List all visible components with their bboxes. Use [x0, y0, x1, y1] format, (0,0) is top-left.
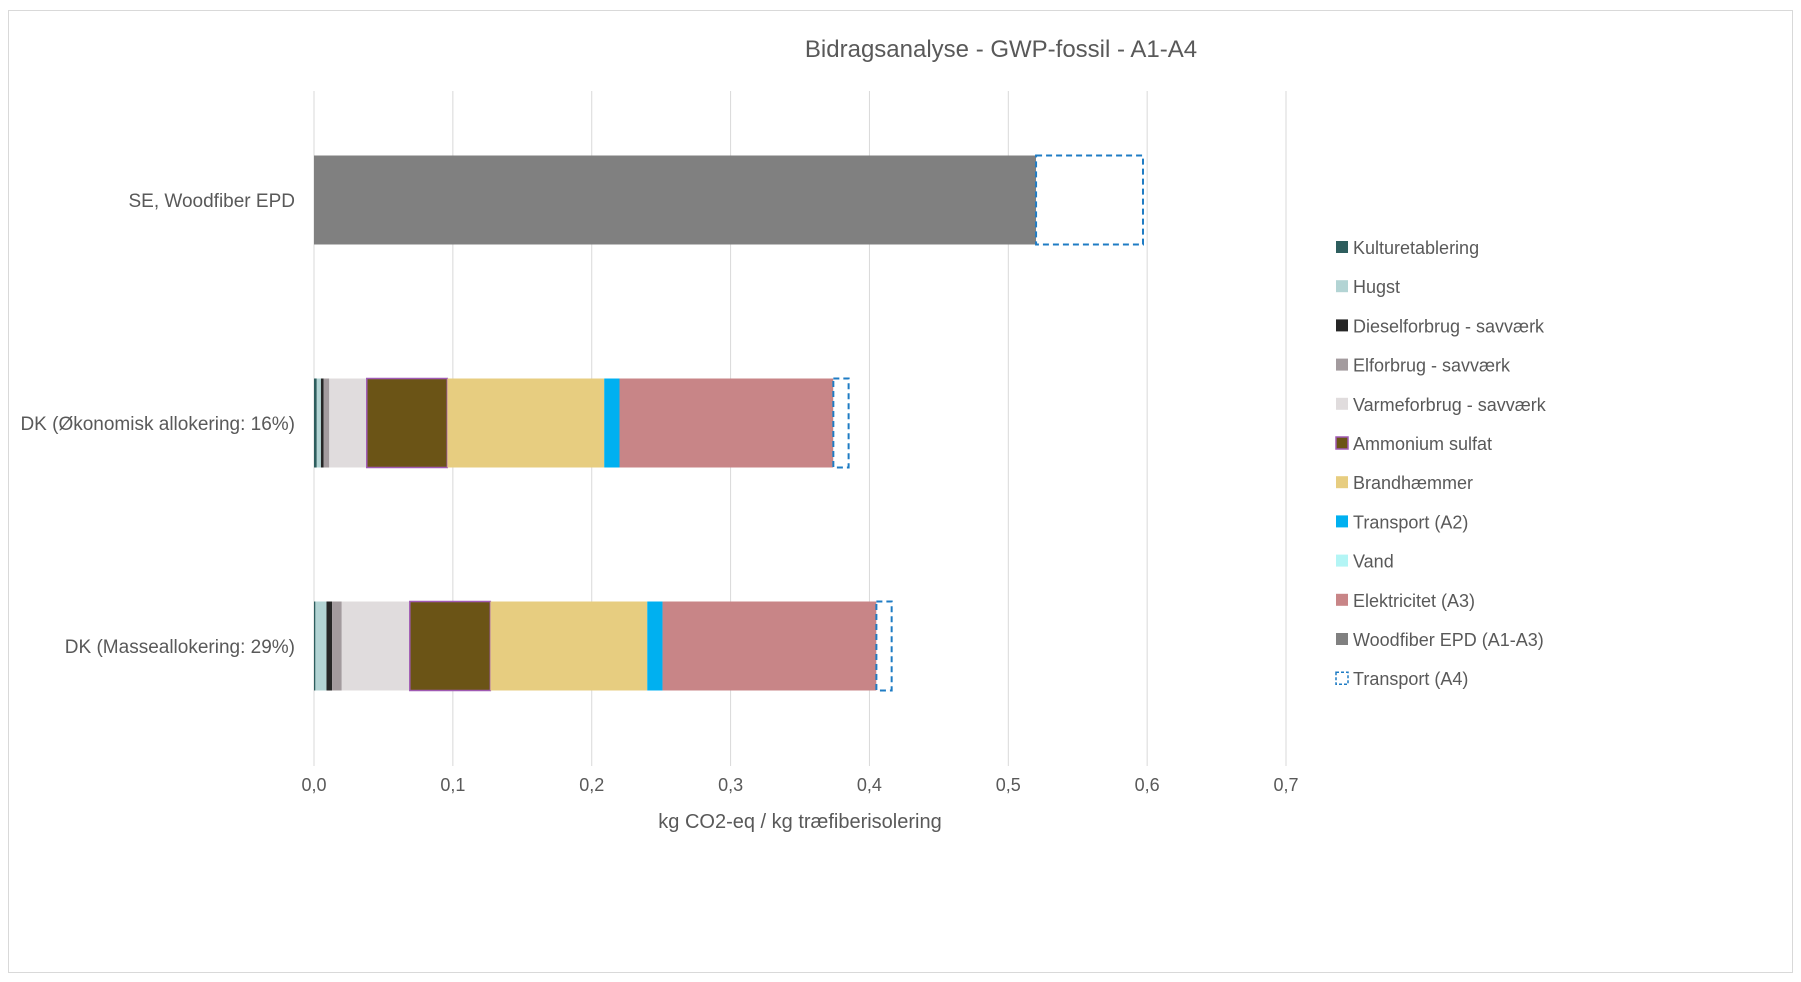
x-axis-label: kg CO2-eq / kg træfiberisolering — [658, 811, 941, 833]
legend-label: Woodfiber EPD (A1-A3) — [1353, 630, 1544, 650]
x-tick-label: 0,0 — [301, 775, 326, 795]
x-tick-label: 0,2 — [579, 775, 604, 795]
x-tick-label: 0,7 — [1274, 775, 1299, 795]
bar-segment — [332, 601, 342, 691]
bar-segment — [366, 377, 449, 469]
chart-svg: Bidragsanalyse - GWP-fossil - A1-A4 SE, … — [20, 36, 1547, 833]
legend: Kulturetablering Hugst Dieselforbrug - sav… — [1335, 238, 1547, 689]
legend-swatch — [1335, 671, 1349, 685]
x-tick-label: 0,1 — [440, 775, 465, 795]
bar-segment — [1035, 154, 1144, 246]
legend-label: Transport (A4) — [1353, 669, 1468, 689]
legend-label: Vand — [1353, 552, 1394, 572]
bar-segment — [314, 378, 317, 468]
bar-segment — [619, 378, 834, 468]
bar-segment — [604, 378, 620, 468]
chart-container: Bidragsanalyse - GWP-fossil - A1-A4 SE, … — [8, 10, 1793, 973]
x-tick-label: 0,4 — [857, 775, 882, 795]
legend-label: Dieselforbrug - savværk — [1353, 316, 1545, 336]
chart-title: Bidragsanalyse - GWP-fossil - A1-A4 — [805, 36, 1197, 63]
bar-segment — [329, 378, 367, 468]
legend-label: Brandhæmmer — [1353, 473, 1473, 493]
legend-swatch — [1335, 436, 1349, 450]
bar-segment — [314, 601, 316, 691]
legend-label: Hugst — [1353, 277, 1400, 297]
bar-segment — [447, 378, 605, 468]
legend-swatch — [1336, 319, 1348, 332]
bar-segment — [320, 378, 324, 468]
legend-swatch — [1336, 515, 1348, 528]
bar-segment — [316, 378, 321, 468]
bar-segment — [832, 377, 850, 469]
bar-segment — [323, 378, 330, 468]
bar-segment — [314, 155, 1037, 245]
category-label: DK (Økonomisk allokering: 16%) — [20, 414, 295, 435]
bar-segment — [647, 601, 663, 691]
bar-segment — [409, 600, 492, 692]
bar-segment — [875, 600, 893, 692]
legend-swatch — [1336, 280, 1348, 293]
bar-segment — [341, 601, 410, 691]
legend-swatch — [1336, 476, 1348, 489]
bar-segment — [662, 601, 877, 691]
legend-swatch — [1336, 397, 1348, 410]
legend-swatch — [1336, 633, 1348, 645]
legend-swatch — [1336, 241, 1348, 253]
legend-label: Ammonium sulfat — [1353, 434, 1492, 454]
x-tick-label: 0,3 — [718, 775, 743, 795]
legend-swatch — [1336, 554, 1348, 567]
legend-label: Varmeforbrug - savværk — [1353, 395, 1547, 415]
legend-swatch — [1336, 593, 1348, 606]
legend-swatch — [1336, 358, 1348, 371]
legend-label: Elektricitet (A3) — [1353, 591, 1475, 611]
x-tick-labels: 0,0 0,1 0,2 0,3 0,4 0,5 0,6 0,7 — [301, 775, 1298, 795]
bar-segment — [490, 601, 648, 691]
legend-label: Elforbrug - savværk — [1353, 356, 1511, 376]
x-tick-label: 0,6 — [1135, 775, 1160, 795]
bar-segment — [315, 601, 327, 691]
legend-label: Kulturetablering — [1353, 238, 1479, 258]
bars — [314, 154, 1144, 692]
category-label: DK (Masseallokering: 29%) — [65, 637, 295, 658]
category-labels: SE, Woodfiber EPD DK (Økonomisk allokerin… — [20, 191, 295, 658]
category-label: SE, Woodfiber EPD — [128, 191, 295, 212]
bar-segment — [326, 601, 333, 691]
legend-label: Transport (A2) — [1353, 512, 1468, 532]
x-tick-label: 0,5 — [996, 775, 1021, 795]
